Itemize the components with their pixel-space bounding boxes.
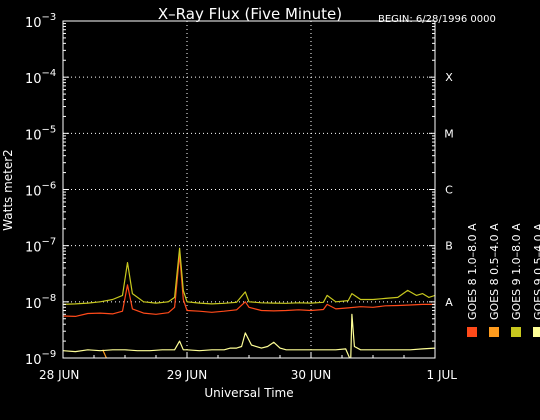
flare-class-C: C — [445, 184, 453, 197]
x-tick-label-3: 1 JUL — [427, 368, 458, 382]
y-tick-base: 10 — [25, 128, 42, 143]
y-tick-label-3: 10−6 — [25, 181, 56, 200]
series-line-3 — [63, 247, 435, 305]
x-axis-label: Universal Time — [204, 386, 293, 400]
begin-date-label: BEGIN: 6/28/1996 0000 — [378, 14, 496, 25]
x-tick-label-2: 30 JUN — [291, 368, 331, 382]
legend: GOES 8 1.0–8.0 A GOES 8 0.5–4.0 A GOES 9 1… — [466, 223, 540, 337]
legend-swatch-1 — [467, 327, 477, 337]
x-tick-label-1: 29 JUN — [167, 368, 207, 382]
y-tick-label-0: 10−9 — [25, 349, 56, 368]
flare-class-A: A — [445, 296, 453, 309]
y-tick-exponent: −8 — [42, 293, 57, 304]
y-tick-label-6: 10−3 — [25, 12, 56, 31]
legend-label-3: GOES 9 1.0–8.0 A — [510, 223, 523, 320]
y-tick-label-5: 10−4 — [25, 68, 56, 87]
y-axis-label-text: Watts meter — [1, 157, 15, 231]
y-tick-base: 10 — [25, 72, 42, 87]
chart-title: X–Ray Flux (Five Minute) — [158, 5, 342, 23]
y-tick-exponent: −6 — [42, 181, 57, 192]
series-line-1 — [63, 253, 435, 317]
series-line-2 — [102, 349, 108, 358]
y-tick-exponent: −7 — [42, 237, 57, 248]
y-tick-label-4: 10−5 — [25, 124, 56, 143]
y-tick-label-1: 10−8 — [25, 293, 56, 312]
y-tick-exponent: −9 — [42, 349, 57, 360]
y-tick-base: 10 — [25, 241, 42, 256]
y-tick-base: 10 — [25, 297, 42, 312]
y-tick-exponent: −5 — [42, 124, 57, 135]
flare-class-X: X — [445, 71, 453, 84]
y-tick-exponent: −3 — [42, 12, 57, 23]
legend-label-4: GOES 9 0.5–4.0 A — [532, 223, 540, 320]
flare-class-M: M — [444, 127, 454, 140]
legend-swatch-4 — [533, 327, 540, 337]
series-layer — [63, 247, 435, 358]
x-tick-label-0: 28 JUN — [39, 368, 79, 382]
legend-label-2: GOES 8 0.5–4.0 A — [488, 223, 501, 320]
y-tick-label-2: 10−7 — [25, 237, 56, 256]
legend-swatch-3 — [511, 327, 521, 337]
y-tick-base: 10 — [25, 353, 42, 368]
series-line-4 — [63, 313, 435, 358]
y-axis-label-exponent: 2 — [1, 149, 15, 157]
y-tick-base: 10 — [25, 185, 42, 200]
flare-class-B: B — [445, 240, 453, 253]
legend-label-1: GOES 8 1.0–8.0 A — [466, 223, 479, 320]
y-axis-label: Watts meter2 — [1, 149, 15, 231]
y-tick-exponent: −4 — [42, 68, 57, 79]
legend-swatch-2 — [489, 327, 499, 337]
y-tick-base: 10 — [25, 16, 42, 31]
